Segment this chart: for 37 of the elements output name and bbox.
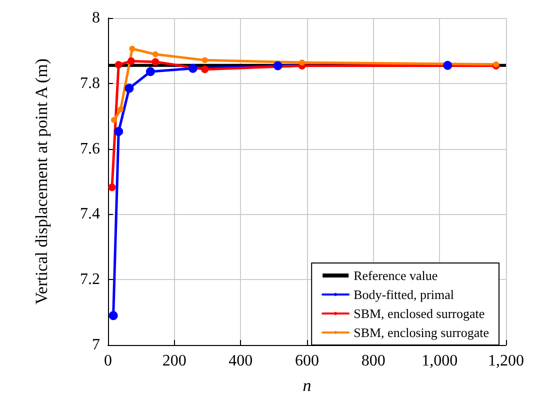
y-tick-label: 7.6 [80,140,100,158]
point [152,58,160,66]
x-tick-label: 600 [295,352,319,370]
y-axis-title: Vertical displacement at point A (m) [32,58,51,304]
y-tick-label: 7.4 [80,206,100,223]
x-tick-label: 1,000 [422,352,458,370]
x-tick-label: 400 [228,352,253,370]
point [124,84,134,93]
point [152,51,158,58]
point [110,117,117,124]
point [114,61,122,69]
legend-label: SBM, enclosed surrogate [354,306,485,321]
point [114,126,124,136]
point [202,57,208,64]
point [108,184,116,192]
point [299,59,306,66]
y-tick-label: 7.2 [80,271,100,288]
point [108,311,118,320]
x-tick-label: 0 [104,352,112,370]
y-tick-label: 8 [92,10,100,26]
point [443,60,452,70]
point [188,64,198,73]
y-tick-label: 7 [92,336,100,354]
legend-label: Body-fitted, primal [354,287,454,302]
x-tick-label: 800 [361,352,386,370]
x-tick-label: 1,200 [488,352,524,370]
x-axis-title: n [302,376,312,395]
point [201,66,209,74]
legend-label: SBM, enclosing surrogate [354,325,490,340]
x-tick-label: 200 [162,352,186,370]
point [129,46,136,52]
point [127,57,135,65]
legend-label: Reference value [354,268,438,283]
y-tick-label: 7.8 [80,74,100,92]
point [273,61,282,70]
point [118,106,124,113]
point [146,67,155,76]
